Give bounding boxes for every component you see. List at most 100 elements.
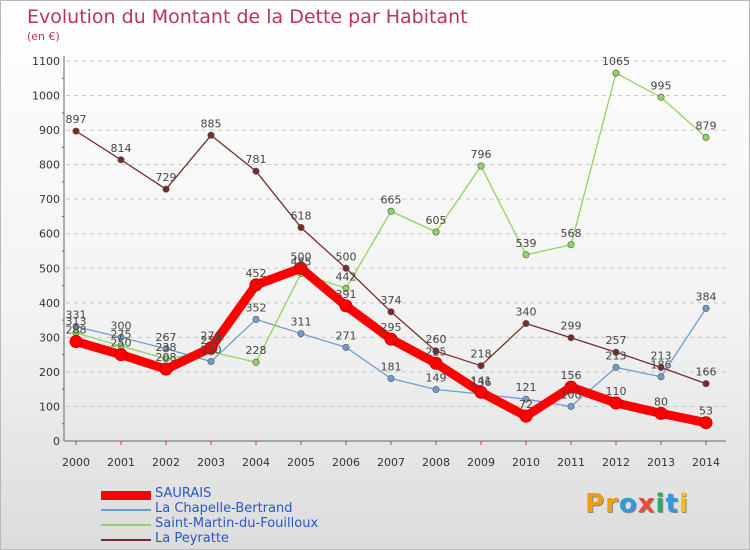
data-point: [522, 395, 530, 403]
data-label: 995: [651, 79, 672, 92]
data-label: 879: [696, 119, 717, 132]
data-label: 257: [606, 334, 627, 347]
x-tick-label: 2003: [197, 456, 225, 469]
y-tick-label: 100: [39, 400, 60, 413]
data-point: [477, 362, 485, 370]
data-label: 568: [561, 227, 582, 240]
x-tick-label: 2001: [107, 456, 135, 469]
data-point: [162, 355, 170, 363]
data-label: 311: [291, 316, 312, 329]
legend-label: SAURAIS: [155, 486, 212, 501]
x-tick-label: 2005: [287, 456, 315, 469]
data-point: [432, 228, 440, 236]
x-tick-label: 2000: [62, 456, 90, 469]
x-tick-label: 2011: [557, 456, 585, 469]
data-label: 149: [426, 372, 447, 385]
data-point: [114, 348, 128, 362]
x-tick-label: 2013: [647, 456, 675, 469]
y-tick-label: 0: [53, 435, 60, 448]
data-label: 271: [336, 329, 357, 342]
data-label: 181: [381, 360, 402, 373]
data-label: 288: [66, 324, 87, 337]
data-label: 729: [156, 171, 177, 184]
data-label: 213: [651, 349, 672, 362]
data-point: [477, 162, 485, 170]
legend-item: Saint-Martin-du-Fouilloux: [101, 516, 431, 532]
data-point: [519, 409, 533, 423]
data-label: 605: [426, 214, 447, 227]
data-label: 885: [201, 117, 222, 130]
data-label: 228: [246, 344, 267, 357]
data-label: 218: [471, 348, 492, 361]
data-point: [564, 380, 578, 394]
legend-label: La Chapelle-Bertrand: [155, 501, 293, 516]
data-label: 267: [156, 331, 177, 344]
data-label: 270: [201, 330, 222, 343]
data-point: [567, 334, 575, 342]
data-label: 391: [336, 288, 357, 301]
data-label: 53: [699, 405, 713, 418]
data-label: 250: [111, 337, 132, 350]
data-label: 72: [519, 398, 533, 411]
data-point: [294, 261, 308, 275]
data-point: [432, 386, 440, 394]
data-label: 121: [516, 381, 537, 394]
data-point: [297, 224, 305, 232]
data-label: 238: [156, 341, 177, 354]
data-point: [387, 207, 395, 215]
data-label: 230: [201, 344, 222, 357]
data-label: 258: [201, 334, 222, 347]
data-label: 208: [156, 351, 177, 364]
legend-label: Saint-Martin-du-Fouilloux: [155, 516, 319, 531]
data-label: 156: [561, 369, 582, 382]
legend: SAURAIS La Chapelle-Bertrand Saint-Martin-…: [101, 486, 431, 547]
data-point: [654, 406, 668, 420]
data-label: 110: [606, 385, 627, 398]
data-point: [657, 363, 665, 371]
data-point: [387, 308, 395, 316]
data-label: 295: [381, 321, 402, 334]
data-point: [252, 167, 260, 175]
y-tick-label: 400: [39, 297, 60, 310]
data-label: 442: [336, 270, 357, 283]
proxiti-logo: Proxiti: [585, 489, 689, 519]
data-label: 80: [654, 395, 668, 408]
data-point: [702, 133, 710, 141]
legend-swatch: [101, 509, 151, 511]
series-line: [75, 72, 707, 363]
data-point: [522, 251, 530, 259]
data-label: 539: [516, 237, 537, 250]
y-tick-label: 900: [39, 124, 60, 137]
data-label: 485: [291, 255, 312, 268]
data-point: [567, 402, 575, 410]
data-label: 186: [651, 359, 672, 372]
data-label: 500: [336, 250, 357, 263]
chart-subtitle: (en €): [27, 30, 60, 43]
data-label: 213: [606, 349, 627, 362]
data-label: 166: [696, 366, 717, 379]
y-tick-label: 200: [39, 366, 60, 379]
data-point: [252, 358, 260, 366]
x-tick-label: 2009: [467, 456, 495, 469]
legend-item: La Chapelle-Bertrand: [101, 501, 431, 517]
data-label: 136: [471, 376, 492, 389]
data-label: 260: [426, 333, 447, 346]
data-point: [159, 362, 173, 376]
legend-item: SAURAIS: [101, 486, 431, 502]
y-tick-label: 300: [39, 331, 60, 344]
data-point: [657, 93, 665, 101]
x-tick-label: 2014: [692, 456, 720, 469]
x-tick-label: 2012: [602, 456, 630, 469]
data-label: 796: [471, 148, 492, 161]
data-point: [204, 341, 218, 355]
data-point: [342, 343, 350, 351]
data-label: 141: [471, 374, 492, 387]
data-label: 452: [246, 267, 267, 280]
legend-swatch: [101, 490, 151, 500]
data-label: 665: [381, 193, 402, 206]
legend-swatch: [101, 524, 151, 526]
data-point: [384, 332, 398, 346]
data-label: 814: [111, 142, 132, 155]
data-label: 225: [426, 345, 447, 358]
